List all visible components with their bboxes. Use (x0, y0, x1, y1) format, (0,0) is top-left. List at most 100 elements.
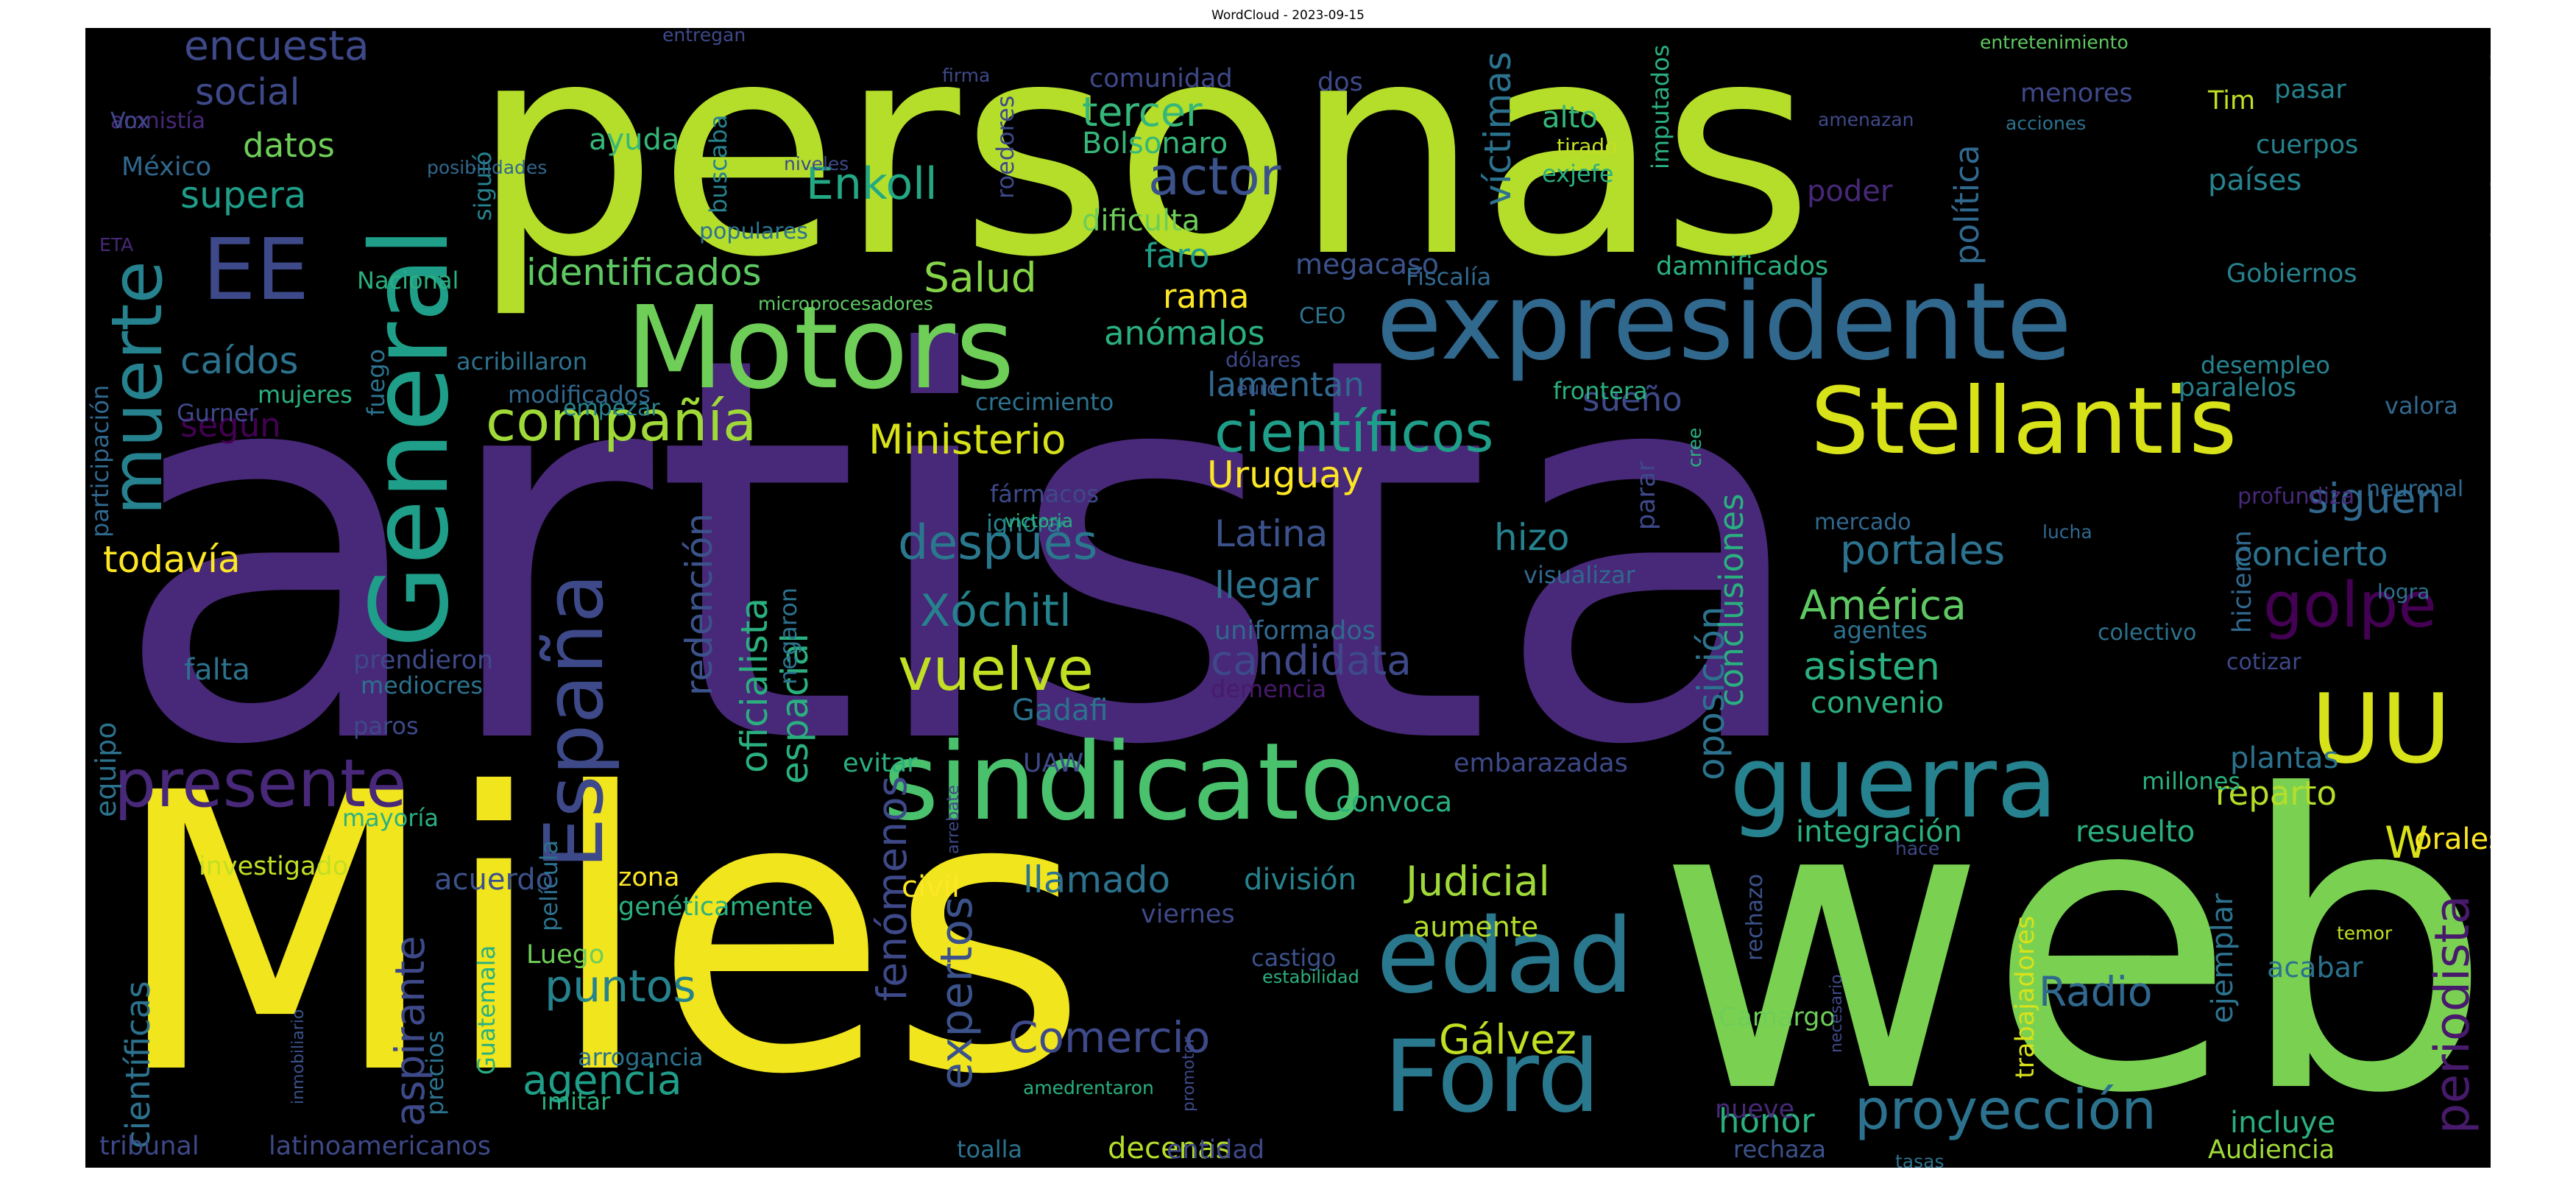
word-investigado: investigado (199, 852, 349, 881)
word-desempleo: desempleo (2201, 351, 2330, 379)
word-sueno: sueño (1582, 380, 1682, 419)
word-uniformados: uniformados (1214, 616, 1376, 646)
word-plantas: plantas (2230, 741, 2339, 775)
word-paises: países (2208, 163, 2302, 197)
word-logra: logra (2377, 579, 2430, 604)
word-acuerdo: acuerdo (434, 863, 554, 897)
word-inmobiliario: inmobiliario (289, 1009, 308, 1104)
word-caidos: caídos (180, 339, 299, 382)
word-trabajadores: trabajadores (2011, 915, 2040, 1079)
word-parar: parar (1632, 461, 1661, 530)
word-expertos: expertos (931, 896, 983, 1090)
word-oficialista: oficialista (733, 597, 776, 773)
word-concierto: concierto (2234, 535, 2388, 574)
word-prendieron: prendieron (353, 646, 494, 675)
word-galvez: Gálvez (1439, 1016, 1577, 1063)
word-puntos: puntos (545, 961, 696, 1012)
word-poder: poder (1807, 174, 1893, 208)
word-ayuda: ayuda (589, 123, 680, 157)
word-tercer: tercer (1082, 88, 1203, 135)
word-integracion: integración (1796, 815, 1963, 849)
figure-title: WordCloud - 2023-09-15 (1211, 8, 1365, 23)
word-division: división (1244, 863, 1357, 897)
word-ee: EE (202, 221, 310, 320)
word-agentes: agentes (1833, 616, 1928, 644)
word-orales: orales (2414, 822, 2491, 856)
word-tim: Tim (2208, 86, 2256, 116)
word-expresidente: expresidente (1376, 260, 2073, 384)
word-buscaba: buscaba (704, 114, 732, 214)
word-todavia: todavía (103, 538, 241, 581)
word-evitar: evitar (843, 749, 918, 778)
word-profundiza: profundiza (2237, 484, 2355, 509)
word-pelicula: película (535, 839, 563, 931)
word-empezar: empezar (563, 395, 660, 421)
word-guerra: guerra (1730, 724, 2058, 840)
word-paros: paros (353, 712, 419, 740)
word-ministerio: Ministerio (868, 416, 1066, 463)
word-gurner: Gurner (177, 399, 258, 427)
word-portales: portales (1840, 526, 2006, 574)
word-honor: honor (1719, 1101, 1815, 1140)
word-imputados: imputados (1646, 44, 1674, 169)
word-mercado: mercado (1814, 509, 1911, 535)
word-convenio: convenio (1811, 686, 1945, 720)
word-artista: artista (110, 244, 1817, 861)
word-nueve: nueve (1715, 1095, 1795, 1124)
word-temor: temor (2337, 923, 2393, 944)
word-politica: política (1947, 144, 1986, 265)
word-dolares: dólares (1225, 348, 1301, 372)
word-web: web (1656, 710, 2491, 1168)
word-firma: firma (942, 65, 991, 86)
word-mexico: México (121, 152, 212, 182)
word-millones: millones (2142, 767, 2241, 795)
word-golpe: golpe (2263, 569, 2437, 642)
word-latina: Latina (1214, 512, 1328, 555)
word-nacional: Nacional (357, 267, 459, 294)
word-radio: Radio (2039, 968, 2153, 1015)
word-gadafi: Gadafi (1012, 694, 1108, 727)
word-judicial: Judicial (1406, 858, 1550, 905)
word-modificados: modificados (508, 381, 651, 409)
word-pasar: pasar (2274, 75, 2346, 105)
word-valora: valora (2385, 392, 2458, 420)
word-embarazadas: embarazadas (1454, 749, 1628, 778)
word-inalcanzable: inalcanzable (2485, 32, 2491, 239)
word-dificulta: dificulta (1082, 204, 1200, 238)
word-salud: Salud (924, 254, 1037, 301)
word-xochitl: Xóchitl (920, 585, 1072, 637)
word-comunidad: comunidad (1089, 64, 1233, 94)
word-paralelos: paralelos (2179, 373, 2297, 403)
word-guatemala: Guatemala (473, 945, 500, 1075)
word-euro: euro (1236, 378, 1278, 399)
word-tribunal: tribunal (99, 1132, 199, 1161)
word-motors: Motors (626, 281, 1015, 415)
word-w: W (2385, 817, 2429, 869)
word-redencion: redención (678, 512, 721, 696)
word-decenas: decenas (1108, 1132, 1231, 1165)
word-tasas: tasas (1895, 1151, 1945, 1168)
word-cientificas: científicas (118, 981, 158, 1149)
word-frontera: frontera (1553, 377, 1648, 405)
word-cloud-canvas: personas artista Miles web expresidente Motor… (85, 28, 2491, 1168)
word-siguen: siguen (2307, 475, 2442, 522)
word-despues: después (898, 515, 1098, 571)
word-resuelto: resuelto (2076, 815, 2195, 849)
word-eta: ETA (99, 234, 134, 255)
word-mayoria: mayoría (342, 804, 439, 832)
word-aumente: aumente (1413, 911, 1539, 943)
word-llegar: llegar (1214, 564, 1319, 607)
word-fuego: fuego (362, 348, 390, 416)
word-posibilidades: posibilidades (427, 157, 548, 178)
word-demencia: demencia (1211, 675, 1327, 703)
word-conclusiones: conclusiones (1712, 493, 1751, 707)
word-stellantis: Stellantis (1811, 368, 2237, 475)
word-toalla: toalla (957, 1135, 1023, 1163)
word-farmacos: fármacos (990, 480, 1100, 508)
word-edad: edad (1376, 897, 1634, 1017)
word-candidata: candidata (1211, 637, 1412, 684)
word-negaron: negaron (774, 587, 802, 685)
word-lamentan: lamentan (1207, 365, 1365, 404)
word-entidad: entidad (1167, 1135, 1265, 1165)
word-tirado: tirado (1557, 134, 1618, 158)
